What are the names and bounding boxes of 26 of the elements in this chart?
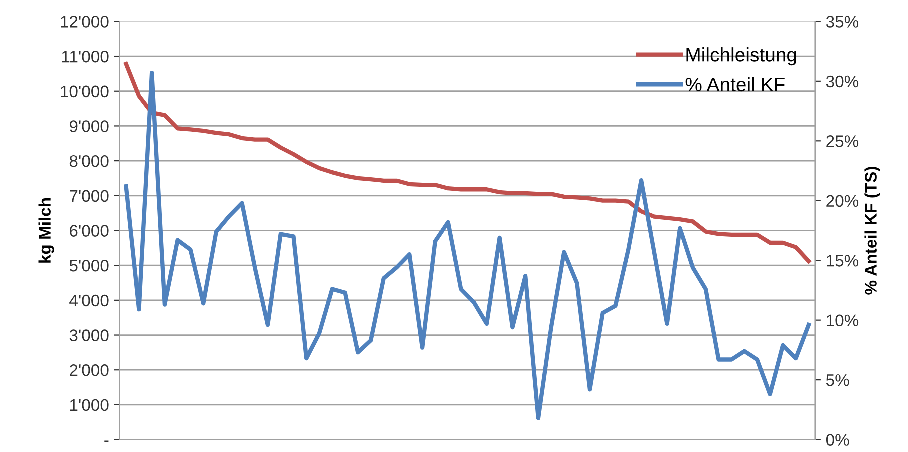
y2-tick-label: 15% bbox=[827, 255, 859, 267]
y-tick-label: 11'000 bbox=[62, 50, 109, 63]
y2-tick-label: 0% bbox=[826, 434, 850, 446]
y-tick-label: 2'000 bbox=[70, 364, 109, 376]
y-tick-label: 10'000 bbox=[61, 86, 109, 98]
y-tick-label: 4'000 bbox=[70, 294, 109, 307]
y-tick-label: 7'000 bbox=[70, 190, 109, 202]
y-tick-label: 12'000 bbox=[61, 16, 109, 28]
legend-label: Milchleistung bbox=[686, 48, 796, 66]
y2-tick-label: 30% bbox=[826, 76, 859, 88]
y2-tick-label: 35% bbox=[826, 16, 859, 28]
y2-tick-label: 10% bbox=[827, 314, 859, 327]
y2-tick-label: 5% bbox=[826, 374, 850, 386]
y-tick-label: 9'000 bbox=[70, 120, 109, 132]
y2-tick-label: 25% bbox=[826, 136, 859, 148]
y-tick-label: 3'000 bbox=[70, 330, 109, 342]
y2-tick-label: 20% bbox=[826, 195, 859, 208]
y-tick-label: 5'000 bbox=[70, 260, 109, 272]
y-tick-label: 8'000 bbox=[70, 155, 109, 168]
y-tick-label: - bbox=[104, 440, 109, 442]
y2-axis-title: % Anteil KF (TS) bbox=[864, 167, 880, 295]
line-series bbox=[124, 70, 812, 420]
legend-label: % Anteil KF bbox=[686, 77, 785, 92]
y-axis-title: kg Milch bbox=[38, 198, 54, 263]
y-tick-label: 1'000 bbox=[70, 399, 109, 412]
y-tick-label: 6'000 bbox=[70, 225, 109, 237]
